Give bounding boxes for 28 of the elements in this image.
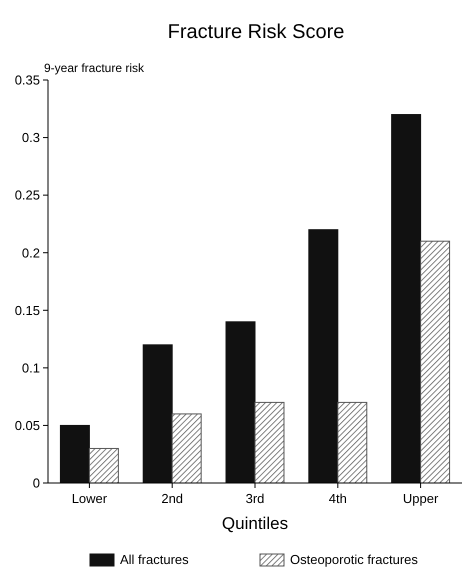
- x-tick-label: Lower: [72, 491, 108, 506]
- y-tick-label: 0.25: [14, 188, 40, 203]
- legend-label: All fractures: [120, 552, 190, 567]
- bar: [172, 413, 202, 484]
- y-axis-title: 9-year fracture risk: [44, 61, 146, 75]
- x-tick-label: 3rd: [246, 491, 264, 506]
- x-tick-label: 2nd: [161, 491, 184, 506]
- bar: [420, 240, 450, 484]
- bar: [88, 448, 119, 484]
- y-tick-label: 0.15: [14, 302, 40, 318]
- x-tick-label: Upper: [402, 491, 439, 506]
- bar: [391, 114, 422, 484]
- bar: [142, 344, 173, 484]
- y-tick-label: 0.05: [14, 418, 40, 433]
- bar: [226, 321, 256, 484]
- y-tick-label: 0.1: [22, 360, 40, 376]
- bar: [308, 229, 338, 484]
- x-tick-label: 4th: [328, 491, 347, 506]
- bar: [254, 402, 284, 484]
- bar: [337, 402, 368, 484]
- legend-label: Osteoporotic fractures: [290, 552, 418, 567]
- x-axis-title: Quintiles: [222, 514, 288, 533]
- bar: [60, 424, 90, 484]
- chart-title: Fracture Risk Score: [168, 21, 344, 43]
- y-tick-label: 0: [32, 476, 40, 491]
- y-tick-label: 0.3: [22, 130, 40, 146]
- y-tick-label: 0.2: [22, 245, 40, 260]
- y-tick-label: 0.35: [14, 72, 40, 88]
